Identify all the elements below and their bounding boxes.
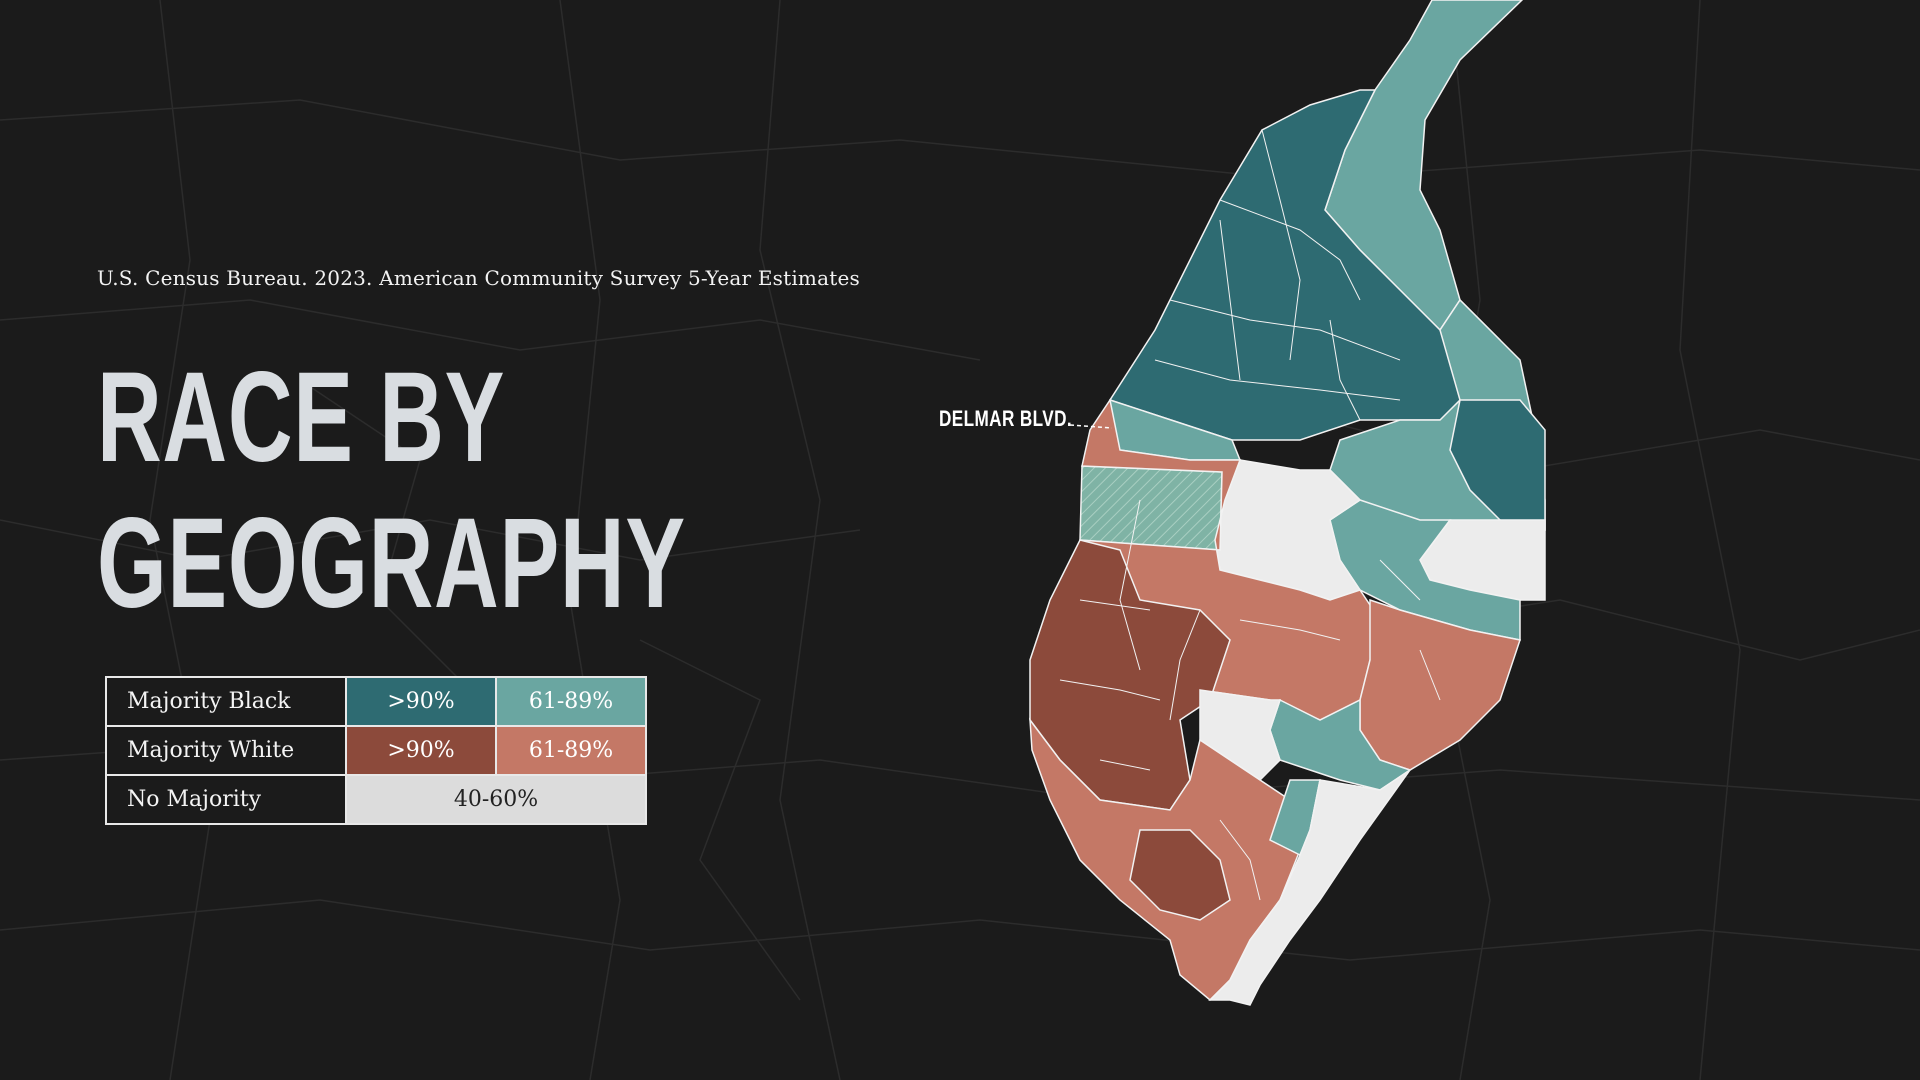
legend-swatch-no-majority: 40-60% [345, 774, 647, 825]
source-citation: U.S. Census Bureau. 2023. American Commu… [97, 266, 860, 290]
legend-row-majority-white: Majority White >90% 61-89% [105, 725, 647, 776]
legend-label-no-majority: No Majority [105, 774, 347, 825]
tract-boundaries [1059, 129, 1441, 901]
zone-forest-park-hatched [1079, 465, 1223, 551]
title-line-2: GEOGRAPHY [97, 492, 686, 635]
delmar-blvd-label: DELMAR BLVD. [939, 406, 1073, 431]
legend-label-majority-black: Majority Black [105, 676, 347, 727]
zone-far-south-white-high [1129, 829, 1231, 921]
legend-swatch-black-high: >90% [345, 676, 497, 727]
zone-riverfront-no-majority [1208, 769, 1411, 1006]
page-title: RACE BY GEOGRAPHY [97, 345, 686, 637]
zone-southeast-white-mid [1359, 598, 1521, 771]
legend-swatch-white-mid: 61-89% [495, 725, 647, 776]
delmar-leader-line [1069, 424, 1113, 429]
legend-label-majority-white: Majority White [105, 725, 347, 776]
legend-row-no-majority: No Majority 40-60% [105, 774, 647, 825]
legend-row-majority-black: Majority Black >90% 61-89% [105, 676, 647, 727]
legend-swatch-black-mid: 61-89% [495, 676, 647, 727]
map-legend: Majority Black >90% 61-89% Majority Whit… [105, 676, 647, 825]
title-line-1: RACE BY [97, 346, 506, 489]
legend-swatch-white-high: >90% [345, 725, 497, 776]
